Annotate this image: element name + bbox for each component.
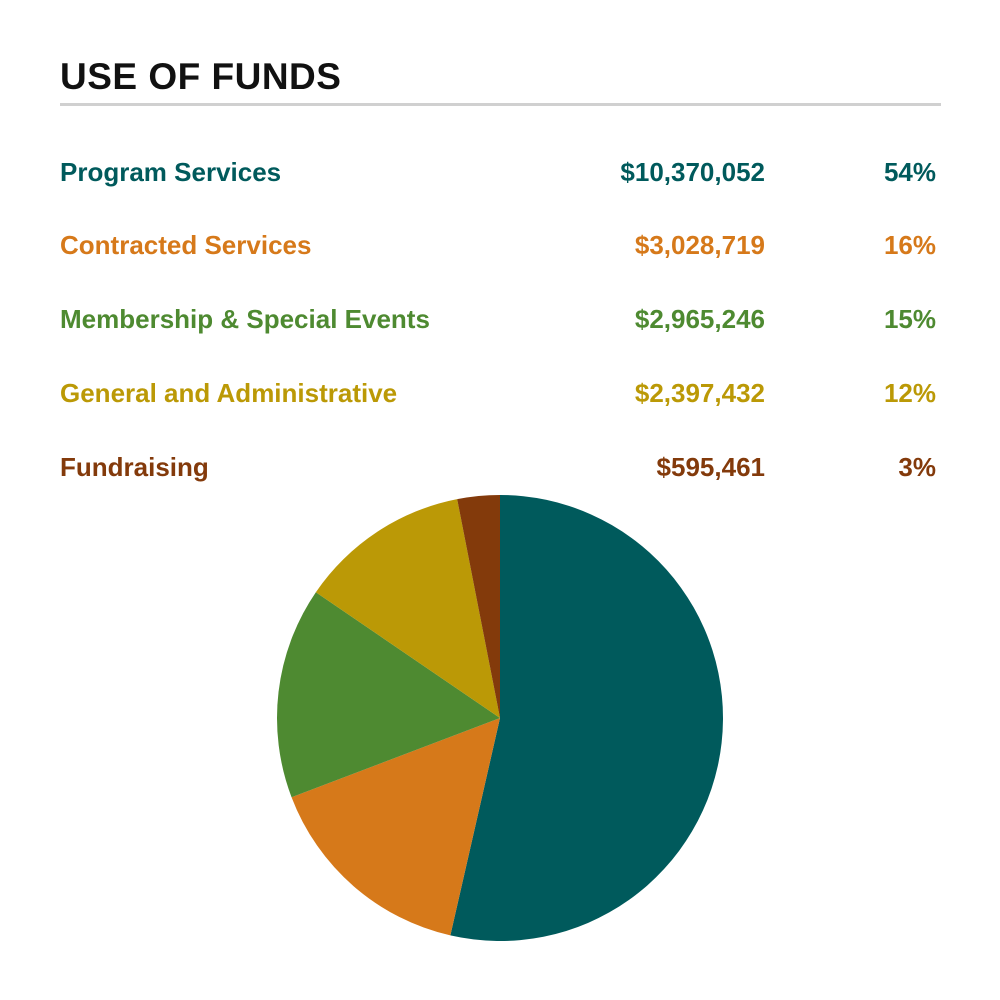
legend-label: Program Services: [60, 157, 282, 187]
legend-amount: $3,028,719: [634, 230, 765, 260]
legend-percent: 16%: [883, 230, 936, 260]
legend-amount: $2,397,432: [634, 378, 765, 408]
legend-amount: $2,965,246: [634, 304, 765, 334]
legend-row: Fundraising $595,461 3%: [60, 447, 936, 487]
legend-percent: 15%: [883, 304, 936, 334]
pie-slice-general-and-administrative: [315, 499, 500, 718]
legend-label: General and Administrative: [60, 378, 398, 408]
legend-amount: $10,370,052: [620, 157, 765, 187]
chart-title: USE OF FUNDS: [60, 56, 342, 97]
pie-slice-program-services: [450, 495, 724, 941]
pie-slice-contracted-services: [291, 718, 500, 936]
pie-slice-fundraising: [457, 495, 500, 718]
legend-label: Fundraising: [60, 452, 209, 482]
legend-percent: 3%: [898, 452, 936, 482]
legend-row: Membership & Special Events $2,965,246 15%: [60, 299, 936, 339]
legend-percent: 54%: [883, 157, 936, 187]
legend-amount: $595,461: [656, 452, 765, 482]
legend-row: Contracted Services $3,028,719 16%: [60, 225, 936, 265]
legend-label: Contracted Services: [60, 230, 312, 260]
legend-percent: 12%: [883, 378, 936, 408]
legend-label: Membership & Special Events: [60, 304, 430, 334]
pie-slice-membership-special-events: [277, 592, 500, 798]
legend-row: Program Services $10,370,052 54%: [60, 152, 936, 192]
legend-row: General and Administrative $2,397,432 12%: [60, 373, 936, 413]
title-divider: [60, 103, 941, 106]
